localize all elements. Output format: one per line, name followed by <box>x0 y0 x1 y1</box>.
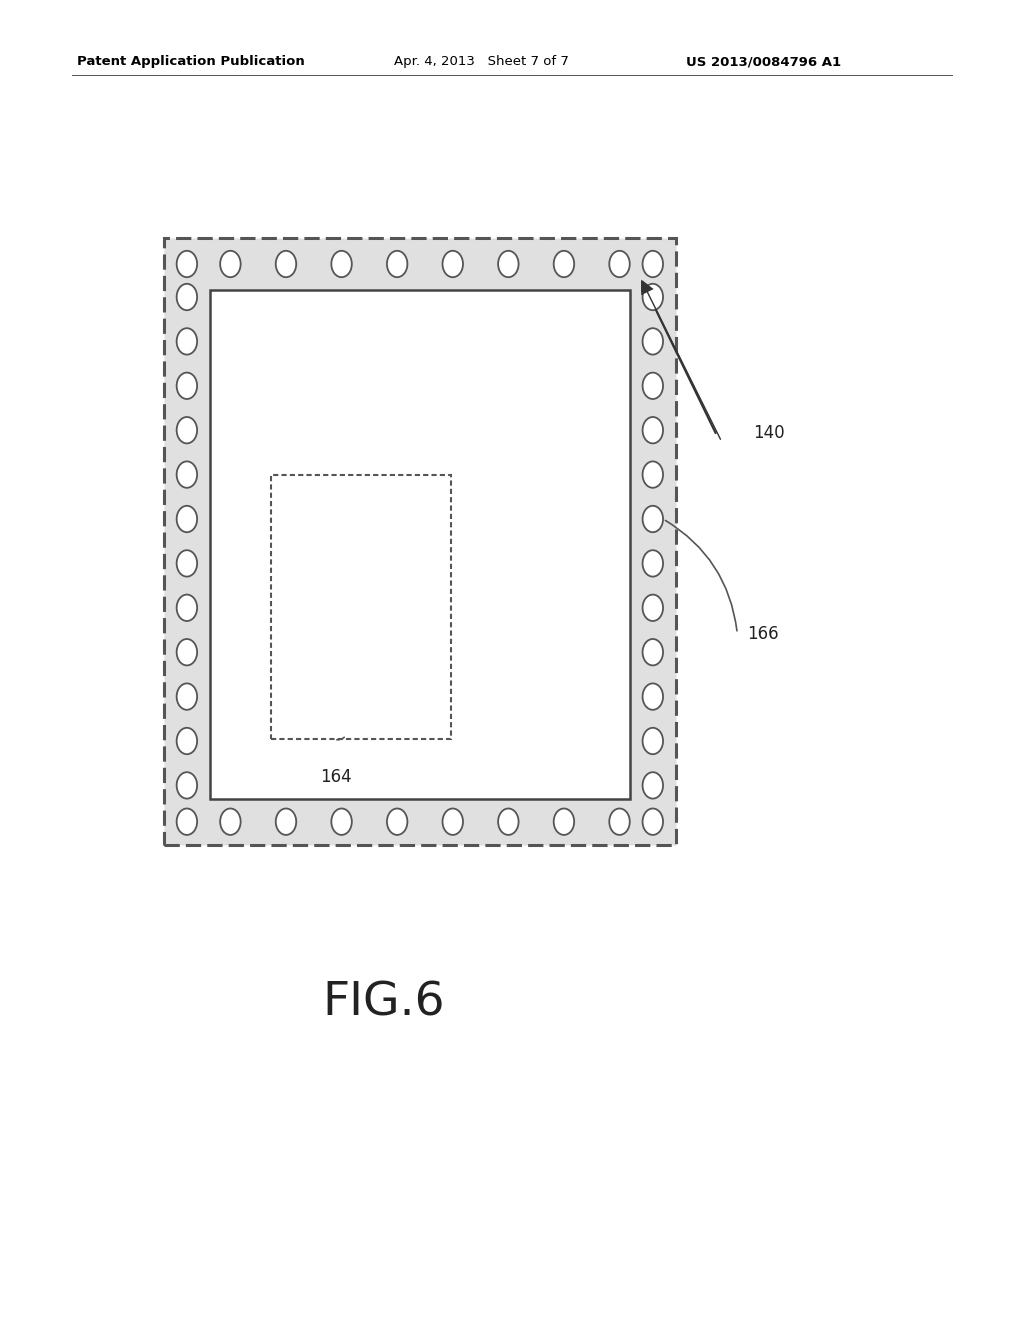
Circle shape <box>275 251 296 277</box>
Circle shape <box>643 639 664 665</box>
Circle shape <box>387 808 408 836</box>
Circle shape <box>442 251 463 277</box>
Circle shape <box>176 550 197 577</box>
FancyArrowPatch shape <box>641 280 721 440</box>
Circle shape <box>275 808 296 836</box>
Circle shape <box>643 284 664 310</box>
Circle shape <box>176 372 197 399</box>
Text: 166: 166 <box>748 624 779 643</box>
Circle shape <box>176 772 197 799</box>
Circle shape <box>176 684 197 710</box>
Text: FIG.6: FIG.6 <box>323 981 445 1026</box>
Circle shape <box>498 251 518 277</box>
Circle shape <box>643 329 664 355</box>
Circle shape <box>643 684 664 710</box>
Circle shape <box>176 329 197 355</box>
Circle shape <box>643 727 664 754</box>
Circle shape <box>176 808 197 836</box>
Bar <box>271 475 451 739</box>
Text: 140: 140 <box>753 424 784 442</box>
Text: Apr. 4, 2013   Sheet 7 of 7: Apr. 4, 2013 Sheet 7 of 7 <box>394 55 569 69</box>
Circle shape <box>643 772 664 799</box>
Circle shape <box>176 462 197 488</box>
Bar <box>164 238 676 845</box>
Bar <box>210 290 630 799</box>
Circle shape <box>643 808 664 836</box>
Circle shape <box>643 594 664 620</box>
Circle shape <box>609 251 630 277</box>
Circle shape <box>609 808 630 836</box>
Circle shape <box>442 808 463 836</box>
Circle shape <box>220 808 241 836</box>
Circle shape <box>176 417 197 444</box>
Circle shape <box>554 808 574 836</box>
Circle shape <box>498 808 518 836</box>
Circle shape <box>176 506 197 532</box>
Circle shape <box>643 372 664 399</box>
Circle shape <box>643 506 664 532</box>
Circle shape <box>643 462 664 488</box>
Circle shape <box>387 251 408 277</box>
Circle shape <box>176 727 197 754</box>
Circle shape <box>176 284 197 310</box>
Circle shape <box>220 251 241 277</box>
Circle shape <box>554 251 574 277</box>
Text: 164: 164 <box>321 768 351 787</box>
Text: Patent Application Publication: Patent Application Publication <box>77 55 304 69</box>
Circle shape <box>332 251 352 277</box>
Circle shape <box>643 417 664 444</box>
Circle shape <box>643 251 664 277</box>
Circle shape <box>643 550 664 577</box>
Circle shape <box>176 594 197 620</box>
Circle shape <box>176 639 197 665</box>
Circle shape <box>332 808 352 836</box>
Circle shape <box>176 251 197 277</box>
Text: US 2013/0084796 A1: US 2013/0084796 A1 <box>686 55 841 69</box>
